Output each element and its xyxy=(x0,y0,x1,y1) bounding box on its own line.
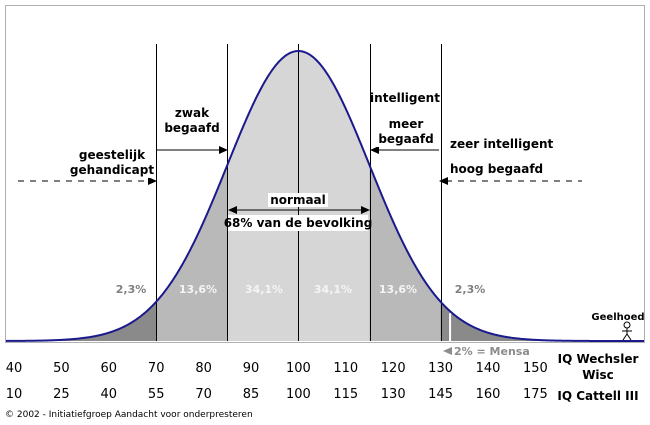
label-bg-zwak xyxy=(165,104,219,136)
label-geestelijk: geestelijk xyxy=(79,148,146,162)
pct-label-70-85: 13,6% xyxy=(179,283,217,296)
tick-label-scale1-40: 40 xyxy=(6,361,23,376)
label-bg-geestelijk xyxy=(70,146,154,178)
tick-label-scale1-60: 60 xyxy=(101,361,118,376)
arrow-head-meer xyxy=(370,146,379,154)
tick-label-scale2-175: 175 xyxy=(523,387,548,402)
mensa-arrow-icon xyxy=(443,347,452,355)
tick-label-scale1-110: 110 xyxy=(333,361,358,376)
arrow-head-zeer xyxy=(439,177,448,185)
pct-label-right-tail: 2,3% xyxy=(455,283,486,296)
label-bg-bevolking xyxy=(228,215,368,231)
label-bg-zeer xyxy=(446,135,578,177)
tick-label-scale1-120: 120 xyxy=(381,361,406,376)
copyright-footer: © 2002 - Initiatiefgroep Aandacht voor o… xyxy=(5,410,253,420)
scale-name-wechsler: IQ Wechsler xyxy=(558,352,639,366)
arrow-head-geestelijk xyxy=(148,177,157,185)
tick-label-scale2-25: 25 xyxy=(53,387,70,402)
tick-label-scale2-70: 70 xyxy=(195,387,212,402)
pct-label-left-tail: 2,3% xyxy=(116,283,147,296)
tick-label-scale1-90: 90 xyxy=(243,361,260,376)
label-normaal: normaal xyxy=(270,193,326,207)
tick-label-scale1-130: 130 xyxy=(428,361,453,376)
tick-label-scale1-150: 150 xyxy=(523,361,548,376)
tick-label-scale2-115: 115 xyxy=(333,387,358,402)
arrow-head-normaal-right xyxy=(361,206,370,214)
scale-name-wisc: Wisc xyxy=(582,368,614,382)
pct-label-85-100: 34,1% xyxy=(245,283,283,296)
pct-label-115-130: 13,6% xyxy=(379,283,417,296)
label-hoog-begaafd: hoog begaafd xyxy=(450,162,543,176)
label-bevolking: 68% van de bevolking xyxy=(224,216,373,230)
tick-label-scale1-140: 140 xyxy=(476,361,501,376)
tick-label-scale1-70: 70 xyxy=(148,361,165,376)
label-bg-meer xyxy=(376,115,436,147)
geelhoed-label: Geelhoed xyxy=(591,312,644,323)
geelhoed-figure-icon xyxy=(622,321,632,341)
tick-label-scale2-85: 85 xyxy=(243,387,260,402)
tick-label-scale2-10: 10 xyxy=(6,387,23,402)
arrow-head-normaal-left xyxy=(228,206,237,214)
tick-label-scale2-55: 55 xyxy=(148,387,165,402)
mensa-label: 2% = Mensa xyxy=(454,345,530,358)
tick-label-scale2-130: 130 xyxy=(381,387,406,402)
label-intelligent: intelligent xyxy=(370,91,440,105)
tick-label-scale1-100: 100 xyxy=(286,361,311,376)
region-fill-40-70 xyxy=(6,301,157,341)
region-fill-130-160 xyxy=(440,301,644,341)
label-bg-normaal xyxy=(268,193,328,207)
label-meer-begaafd: begaafd xyxy=(378,132,433,146)
label-zwak-begaafd: begaafd xyxy=(164,121,219,135)
bell-curve-line xyxy=(5,49,644,342)
tick-label-scale1-80: 80 xyxy=(195,361,212,376)
tick-label-scale2-145: 145 xyxy=(428,387,453,402)
arrow-head-zwak xyxy=(219,146,228,154)
pct-label-100-115: 34,1% xyxy=(314,283,352,296)
label-bg-intelligent xyxy=(372,90,438,106)
label-zwak: zwak xyxy=(175,106,210,120)
scale-name-cattell: IQ Cattell III xyxy=(557,389,638,403)
tick-label-scale2-160: 160 xyxy=(476,387,501,402)
label-gehandicapt: gehandicapt xyxy=(70,163,154,177)
label-meer: meer xyxy=(389,117,424,131)
tick-label-scale2-40: 40 xyxy=(101,387,118,402)
tick-label-scale2-100: 100 xyxy=(286,387,311,402)
label-zeer-intelligent: zeer intelligent xyxy=(450,137,554,151)
tick-label-scale1-50: 50 xyxy=(53,361,70,376)
